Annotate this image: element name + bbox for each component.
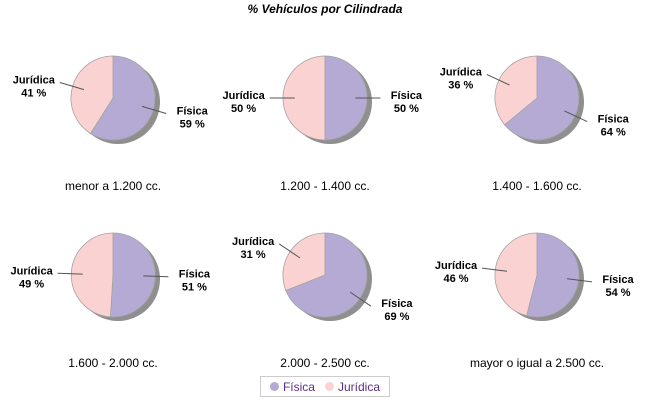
slice-label: Física [391, 90, 423, 102]
slice-label: Jurídica [223, 90, 266, 102]
pie-tile-2000-2500: Física 69 % Jurídica 31 % 2.000 - 2.500 cc. [219, 217, 431, 389]
slice-label: Jurídica [440, 66, 483, 78]
slice-percent: 50 % [231, 103, 256, 115]
pie-chart: Física 54 % Jurídica 46 % [431, 217, 643, 347]
pie-category-label: 1.400 - 1.600 cc. [492, 179, 582, 193]
pie-category-label: 1.200 - 1.400 cc. [280, 179, 370, 193]
slice-percent: 64 % [601, 127, 626, 139]
pie-tile-1400-1600: Física 64 % Jurídica 36 % 1.400 - 1.600 cc. [431, 40, 643, 212]
leader-line [566, 278, 593, 283]
slice-label: Jurídica [13, 75, 56, 87]
slice-percent: 69 % [384, 311, 409, 323]
pie-slice-jurídica [70, 232, 114, 318]
legend-label-fisica: Física [282, 379, 315, 394]
pie-tile-1200-1400: Física 50 % Jurídica 50 % 1.200 - 1.400 cc. [219, 40, 431, 212]
pie-tile-1600-2000: Física 51 % Jurídica 49 % 1.600 - 2.000 cc. [7, 217, 219, 389]
slice-label: Física [177, 106, 209, 118]
slice-percent: 59 % [180, 119, 205, 131]
legend-label-juridica: Jurídica [337, 379, 381, 394]
leader-line [59, 82, 85, 91]
fisica-swatch-icon [269, 382, 279, 391]
slice-label: Jurídica [435, 260, 478, 272]
pie-tile-menor-1200: Física 59 % Jurídica 41 % menor a 1.200 cc. [7, 40, 219, 212]
slice-label: Física [381, 298, 413, 310]
slice-label: Física [602, 274, 634, 286]
pie-chart: Física 69 % Jurídica 31 % [219, 217, 431, 347]
slice-label: Jurídica [232, 236, 275, 248]
leader-line [143, 275, 169, 278]
pie-chart: Física 59 % Jurídica 41 % [7, 40, 219, 170]
pie-chart: Física 64 % Jurídica 36 % [431, 40, 643, 170]
slice-label: Jurídica [11, 265, 54, 277]
slice-label: Física [179, 269, 211, 281]
slice-percent: 50 % [394, 103, 419, 115]
pie-category-label: menor a 1.200 cc. [64, 179, 162, 193]
leader-line [278, 243, 301, 259]
leader-line [486, 73, 510, 86]
pie-category-label: mayor o igual a 2.500 cc. [469, 356, 605, 370]
slice-percent: 31 % [241, 249, 266, 261]
legend-item-juridica: Jurídica [324, 379, 381, 394]
leader-line [349, 291, 372, 307]
pie-chart: Física 51 % Jurídica 49 % [7, 217, 219, 347]
pie-category-label: 1.600 - 2.000 cc. [68, 356, 158, 370]
leader-line [57, 272, 83, 275]
legend-box: Física Jurídica [259, 376, 391, 397]
pie-chart: Física 50 % Jurídica 50 % [219, 40, 431, 170]
pie-category-label: 2.000 - 2.500 cc. [280, 356, 370, 370]
slice-percent: 41 % [21, 88, 46, 100]
slice-label: Física [598, 114, 630, 126]
pie-tile-mayor-2500: Física 54 % Jurídica 46 % mayor o igual a 2… [431, 217, 643, 389]
slice-percent: 46 % [443, 273, 468, 285]
juridica-swatch-icon [324, 382, 334, 391]
leader-line [481, 267, 508, 272]
slice-percent: 49 % [19, 278, 44, 290]
legend-item-fisica: Física [269, 379, 315, 394]
slice-percent: 36 % [448, 79, 473, 91]
leader-line [564, 110, 588, 123]
slice-percent: 54 % [605, 287, 630, 299]
leader-line [141, 105, 167, 114]
chart-title: % Vehículos por Cilindrada [247, 2, 403, 16]
slice-percent: 51 % [182, 282, 207, 294]
